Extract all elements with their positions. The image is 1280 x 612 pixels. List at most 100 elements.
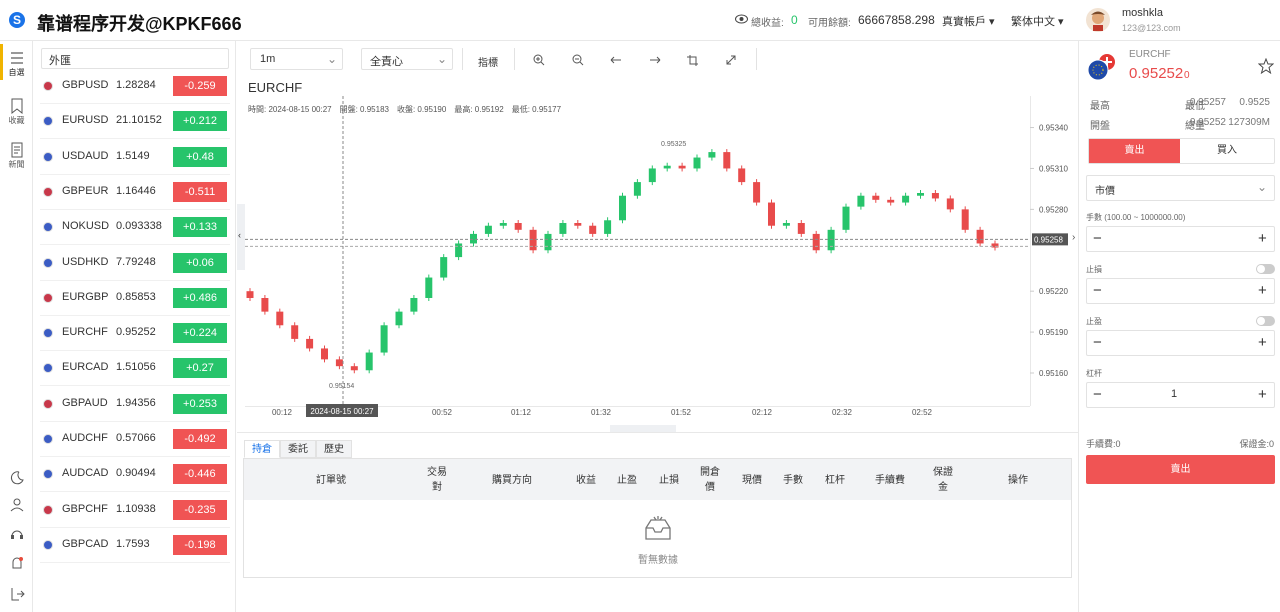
symbol: NOKUSD [62,220,110,233]
symbol: EURGBP [62,290,109,303]
take-profit-toggle[interactable] [1256,316,1275,326]
sidebar-icon[interactable] [9,50,25,66]
flag-icon [43,257,53,268]
column-header: 止損 [659,475,679,486]
y-tick-label: 0.95280 [1039,205,1068,214]
candle [976,229,984,244]
eye-icon[interactable] [735,14,748,24]
candle [321,348,328,360]
crosshair-time: 2024-08-15 00:27 [310,407,374,416]
mode-select[interactable]: 全責心 ⌄ [361,48,453,70]
symbol: AUDCAD [62,467,109,480]
sidebar-icon[interactable] [9,98,25,114]
candle [842,206,850,230]
price: 1.16446 [116,184,156,197]
flag-icon [43,186,53,197]
favorite-star[interactable] [1258,58,1274,74]
row-separator [40,420,230,422]
buy-tab[interactable]: 買入 [1217,145,1237,156]
active-indicator [0,44,3,80]
minus: − [1093,334,1102,351]
order-price: 0.95252 [1129,65,1184,82]
symbol: EURUSD [62,114,109,127]
ohlc-info: 時間: 2024-08-15 00:27 開盤: 0.95183 收盤: 0.9… [248,105,562,114]
sidebar-bottom-icons [10,471,25,601]
empty-text: 暫無數據 [638,555,678,566]
sell-tab[interactable]: 賣出 [1089,139,1180,163]
price: 0.90494 [116,467,156,480]
minus: − [1093,282,1102,299]
stat-value: 0.9525 [1239,97,1270,108]
high-marker: 0.95325 [661,141,686,148]
column-header: 止盈 [617,475,637,486]
y-tick-label: 0.95220 [1039,287,1068,296]
candle [335,359,343,367]
symbol: USDAUD [62,149,109,162]
candle [261,298,269,312]
candle [991,243,999,248]
language-select[interactable]: 繁体中文 ▾ [1011,16,1064,28]
row-separator [40,456,230,457]
order-change: 0 [1184,70,1190,81]
candle [246,291,254,298]
stat-value: 0.95257 [1189,97,1226,108]
flag-icon [43,469,53,480]
candle [574,223,582,226]
row-separator [40,491,230,493]
sidebar-label: 收藏 [8,116,25,125]
candle [693,157,701,169]
candle [931,193,939,199]
candle [514,223,522,230]
position-tab: 委託 [280,440,316,458]
flag-icon [43,504,53,515]
column-header: 開倉價 [700,467,720,493]
number-input[interactable]: − + [1086,226,1275,252]
order-type-select[interactable]: 市價 ⌄ [1086,175,1275,201]
number-input[interactable]: − + [1086,330,1275,356]
indicator-button[interactable]: 指標 [478,58,498,69]
change-badge: +0.224 [173,323,227,344]
divider [237,432,1078,433]
filter-select[interactable]: 外匯 [41,48,229,69]
submit-button[interactable]: 賣出 [1086,455,1275,484]
scroll-left[interactable]: ‹ [237,204,245,270]
position-tab: 持倉 [244,440,280,458]
column-header: 保證金 [933,467,953,493]
candle [768,202,775,226]
order-symbol: EURCHF [1129,49,1171,60]
stop-loss-toggle[interactable] [1256,264,1275,274]
y-tick-label: 0.95190 [1039,328,1068,337]
candle [544,233,552,251]
candle [678,165,686,169]
price: 7.79248 [116,255,156,268]
row-separator [40,138,230,140]
app-title: 靠谱程序开发@KPKF666 [37,14,242,34]
balance: 66667858.298 [858,13,935,27]
symbol: GBPCAD [62,537,109,550]
account-select[interactable]: 真實帳戶 ▾ [942,16,995,28]
flag-icon [43,434,53,444]
column-header: 收益 [576,475,596,486]
candle [619,195,626,221]
column-header: 購買方向 [492,475,532,486]
watchlist [35,41,236,612]
sidebar-icon[interactable] [9,142,25,158]
row-separator [40,314,230,316]
panel-resizer[interactable] [610,425,676,432]
change-badge: -0.235 [173,499,227,520]
candle [455,243,463,258]
minus: − [1093,230,1102,247]
change-badge: -0.511 [173,181,227,202]
candlestick-chart: 0.95340 0.95310 0.95280 0.95220 0.95190 0.951… [245,96,1075,417]
change-badge: -0.198 [173,534,227,555]
interval-select[interactable]: 1m ⌄ [250,48,343,70]
candle [708,152,716,158]
change-badge: +0.486 [173,287,227,308]
column-header: 手續費 [875,475,905,486]
number-input[interactable]: − + [1086,382,1275,408]
price: 1.5149 [116,149,150,162]
avatar[interactable] [1086,8,1110,32]
candle [380,325,388,353]
column-header: 現價 [742,475,762,486]
number-input[interactable]: − + [1086,278,1275,304]
